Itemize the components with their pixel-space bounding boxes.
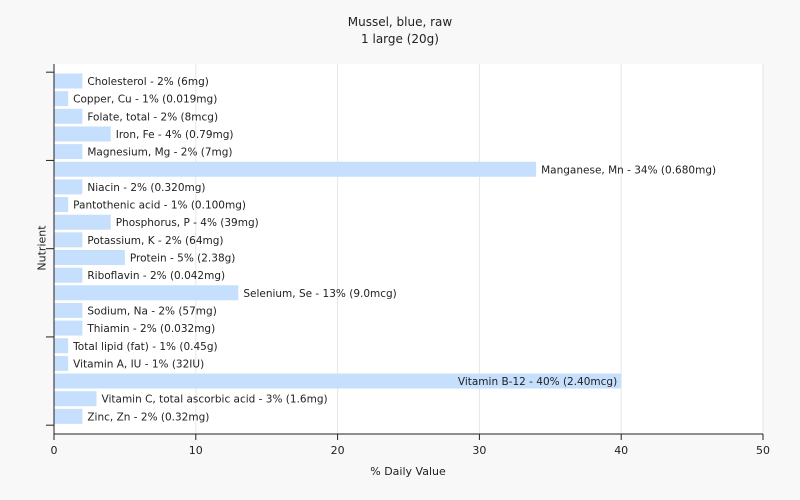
bar-label-0: Cholesterol - 2% (6mg) xyxy=(87,76,209,88)
x-tick-label-4: 40 xyxy=(614,444,628,457)
bar-label-17: Vitamin B-12 - 40% (2.40mcg) xyxy=(458,376,617,388)
x-tick-label-5: 50 xyxy=(756,444,770,457)
bar-11 xyxy=(54,267,83,283)
bar-6 xyxy=(54,179,83,195)
chart-title: Mussel, blue, raw xyxy=(347,15,453,29)
chart-subtitle: 1 large (20g) xyxy=(361,32,439,46)
x-tick-label-2: 20 xyxy=(331,444,345,457)
bar-15 xyxy=(54,338,69,354)
bar-label-19: Zinc, Zn - 2% (0.32mg) xyxy=(87,411,209,423)
bar-18 xyxy=(54,391,97,407)
x-axis-label: % Daily Value xyxy=(370,465,446,478)
bar-5 xyxy=(54,161,537,177)
bar-1 xyxy=(54,91,69,107)
bar-13 xyxy=(54,302,83,318)
bar-label-13: Sodium, Na - 2% (57mg) xyxy=(87,305,216,317)
bar-label-16: Vitamin A, IU - 1% (32IU) xyxy=(73,358,204,370)
bar-label-12: Selenium, Se - 13% (9.0mcg) xyxy=(243,288,396,300)
bar-0 xyxy=(54,73,83,89)
bar-label-2: Folate, total - 2% (8mcg) xyxy=(87,111,218,123)
y-axis-label: Nutrient xyxy=(35,225,49,271)
bar-9 xyxy=(54,232,83,248)
bar-14 xyxy=(54,320,83,336)
bar-label-9: Potassium, K - 2% (64mg) xyxy=(87,235,223,247)
bar-label-7: Pantothenic acid - 1% (0.100mg) xyxy=(73,200,246,212)
bar-10 xyxy=(54,250,125,265)
bar-label-11: Riboflavin - 2% (0.042mg) xyxy=(87,270,225,282)
bar-label-5: Manganese, Mn - 34% (0.680mg) xyxy=(541,164,716,176)
bar-label-1: Copper, Cu - 1% (0.019mg) xyxy=(73,94,217,106)
bar-4 xyxy=(54,144,83,160)
bar-label-3: Iron, Fe - 4% (0.79mg) xyxy=(116,129,234,141)
bar-3 xyxy=(54,126,111,142)
bar-label-4: Magnesium, Mg - 2% (7mg) xyxy=(87,147,232,159)
bar-2 xyxy=(54,108,83,124)
bar-19 xyxy=(54,408,83,424)
bar-label-10: Protein - 5% (2.38g) xyxy=(130,253,236,265)
bar-16 xyxy=(54,355,69,371)
bar-8 xyxy=(54,214,111,230)
bar-label-15: Total lipid (fat) - 1% (0.45g) xyxy=(72,341,217,353)
bar-17 xyxy=(54,373,622,389)
bar-label-6: Niacin - 2% (0.320mg) xyxy=(87,182,205,194)
bar-12 xyxy=(54,285,239,301)
x-tick-label-3: 30 xyxy=(472,444,486,457)
bar-label-14: Thiamin - 2% (0.032mg) xyxy=(86,323,215,335)
plot-background xyxy=(54,64,763,434)
bar-label-18: Vitamin C, total ascorbic acid - 3% (1.6… xyxy=(102,394,328,406)
x-tick-label-0: 0 xyxy=(51,444,58,457)
bar-7 xyxy=(54,197,69,213)
bar-label-8: Phosphorus, P - 4% (39mg) xyxy=(116,217,259,229)
x-tick-label-1: 10 xyxy=(189,444,203,457)
